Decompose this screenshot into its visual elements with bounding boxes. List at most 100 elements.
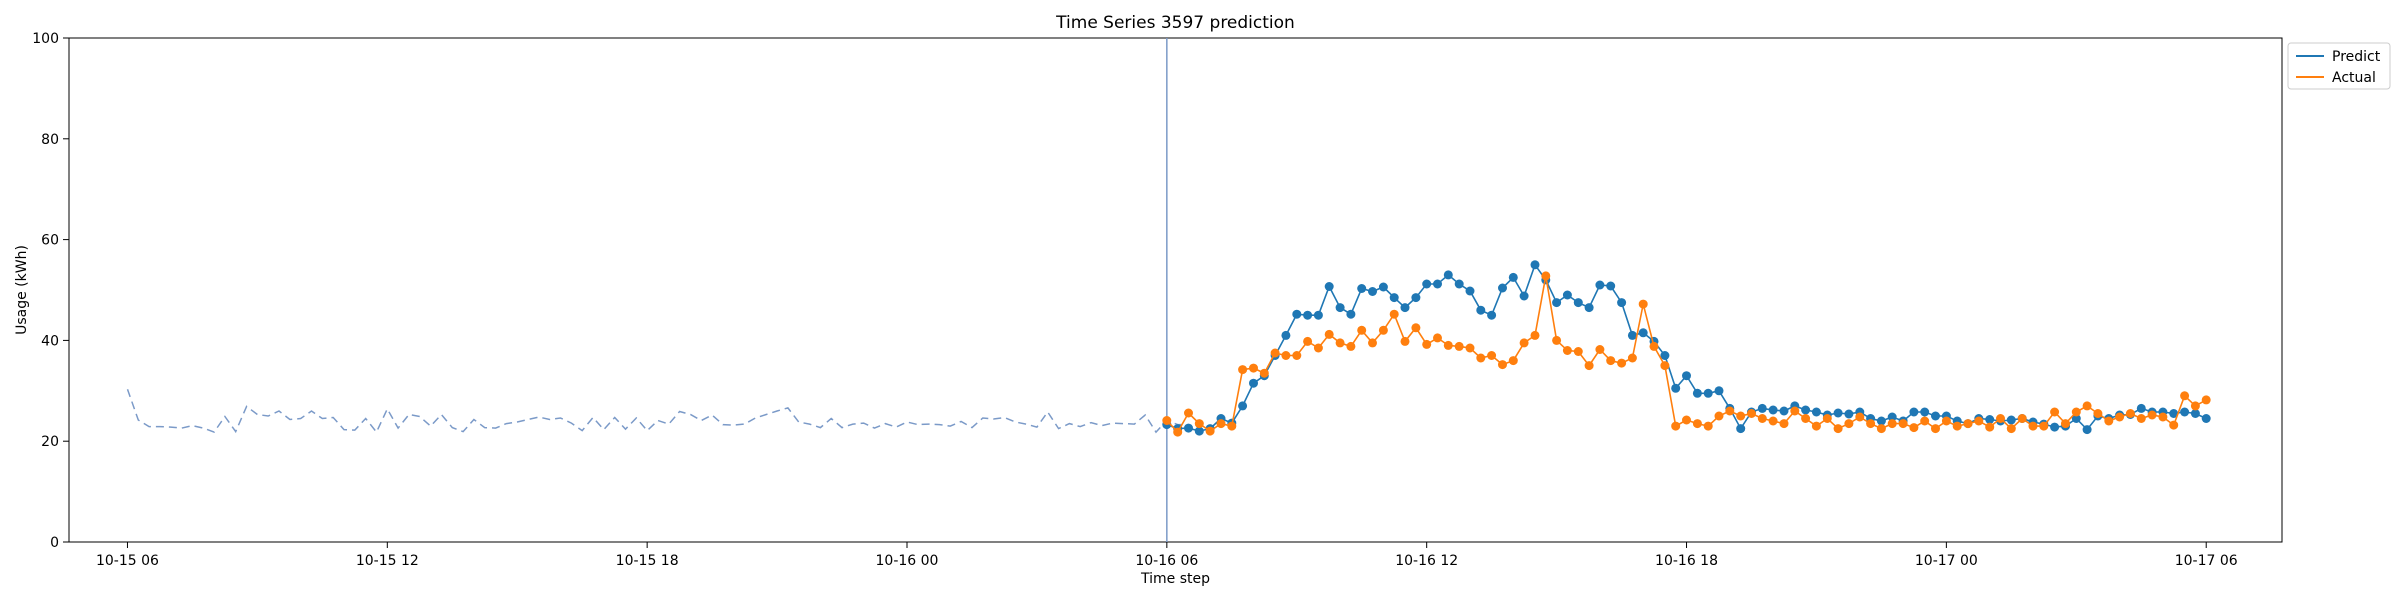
actual-point xyxy=(2071,407,2081,417)
actual-point xyxy=(1660,361,1670,371)
actual-point xyxy=(2039,421,2049,431)
predict-point xyxy=(1931,411,1940,421)
predict-point xyxy=(1595,280,1605,290)
actual-point xyxy=(1963,419,1973,429)
predict-point xyxy=(1801,405,1811,415)
predict-point xyxy=(1303,310,1313,320)
predict-point xyxy=(1811,407,1821,417)
actual-line xyxy=(1166,275,2207,434)
predict-point xyxy=(2180,407,2190,417)
actual-point xyxy=(2061,419,2070,429)
predict-point xyxy=(1411,293,1421,303)
predict-point xyxy=(1443,270,1453,280)
actual-point xyxy=(1627,353,1637,363)
actual-point xyxy=(1292,351,1302,360)
actual-point xyxy=(1443,340,1453,350)
predict-point xyxy=(2082,425,2092,435)
actual-point xyxy=(1498,360,1507,370)
actual-point xyxy=(1357,325,1367,335)
actual-point xyxy=(1173,427,1183,437)
predict-point xyxy=(2201,414,2211,423)
predict-point xyxy=(1606,281,1616,291)
actual-point xyxy=(1433,333,1442,343)
predict-point xyxy=(2136,403,2146,413)
x-tick-label: 10-15 12 xyxy=(356,553,419,569)
x-tick-label: 10-15 18 xyxy=(616,553,679,569)
predict-point xyxy=(1660,351,1670,360)
predict-point xyxy=(2169,409,2179,418)
x-tick-label: 10-16 06 xyxy=(1135,553,1198,569)
y-tick-label: 40 xyxy=(41,333,59,349)
x-tick-label: 10-17 00 xyxy=(1915,553,1978,569)
predict-point xyxy=(1833,408,1843,418)
actual-point xyxy=(1584,361,1594,371)
predict-point xyxy=(2190,409,2200,418)
actual-point xyxy=(1801,414,1811,423)
actual-point xyxy=(1931,424,1940,434)
predict-point xyxy=(1985,415,1995,424)
actual-point xyxy=(1487,351,1497,360)
predict-point xyxy=(1335,303,1345,313)
predict-point xyxy=(1530,260,1540,270)
predict-point xyxy=(1714,386,1724,396)
predict-point xyxy=(1378,282,1388,292)
actual-point xyxy=(1617,358,1627,368)
predict-point xyxy=(1324,282,1334,291)
chart-title: Time Series 3597 prediction xyxy=(1055,13,1295,33)
predict-point xyxy=(1617,298,1627,308)
actual-point xyxy=(2180,391,2190,401)
y-tick-label: 100 xyxy=(32,31,59,47)
actual-point xyxy=(1162,416,1172,425)
actual-point xyxy=(1692,419,1702,429)
plot-frame xyxy=(68,37,2283,543)
actual-point xyxy=(1573,347,1583,356)
predict-point xyxy=(2006,415,2016,425)
actual-point xyxy=(1941,416,1951,426)
predict-point xyxy=(1508,272,1518,282)
actual-point xyxy=(1638,299,1648,309)
predict-point xyxy=(1281,330,1291,340)
actual-point xyxy=(1303,336,1313,346)
actual-point xyxy=(1552,335,1562,345)
actual-point xyxy=(1465,343,1475,353)
legend: Predict Actual xyxy=(2287,42,2391,90)
actual-point xyxy=(1205,426,1215,436)
actual-point xyxy=(2190,401,2200,411)
actual-point xyxy=(2147,410,2157,420)
actual-point xyxy=(1216,419,1226,429)
predict-point xyxy=(2050,422,2060,432)
predict-point xyxy=(1768,405,1778,415)
predict-point xyxy=(1238,401,1248,411)
actual-point xyxy=(1541,271,1551,281)
predict-point xyxy=(1465,286,1475,296)
actual-point xyxy=(2158,412,2168,422)
y-tick-label: 0 xyxy=(50,535,59,551)
actual-point xyxy=(2093,409,2103,418)
actual-point xyxy=(1606,356,1616,366)
actual-point xyxy=(1909,423,1919,433)
actual-point xyxy=(1952,421,1962,431)
actual-point xyxy=(1400,336,1410,346)
y-tick-label: 80 xyxy=(41,132,59,148)
predict-point xyxy=(1498,283,1507,293)
predict-point xyxy=(1692,388,1702,398)
predict-point xyxy=(1433,279,1442,289)
predict-point xyxy=(1487,310,1497,320)
actual-point xyxy=(1855,412,1865,422)
actual-point xyxy=(1411,323,1421,333)
actual-point xyxy=(1985,422,1995,432)
actual-point xyxy=(1736,411,1746,421)
predict-point xyxy=(1476,305,1486,315)
predict-point xyxy=(1779,406,1789,416)
predict-point xyxy=(1638,328,1648,338)
predict-point xyxy=(1703,388,1713,398)
actual-point xyxy=(1346,341,1356,351)
actual-point xyxy=(2082,401,2092,411)
actual-point xyxy=(1833,424,1843,434)
actual-point xyxy=(1335,338,1345,348)
predict-point xyxy=(1249,378,1258,388)
history-line xyxy=(126,389,1189,434)
predict-point xyxy=(1346,309,1356,319)
